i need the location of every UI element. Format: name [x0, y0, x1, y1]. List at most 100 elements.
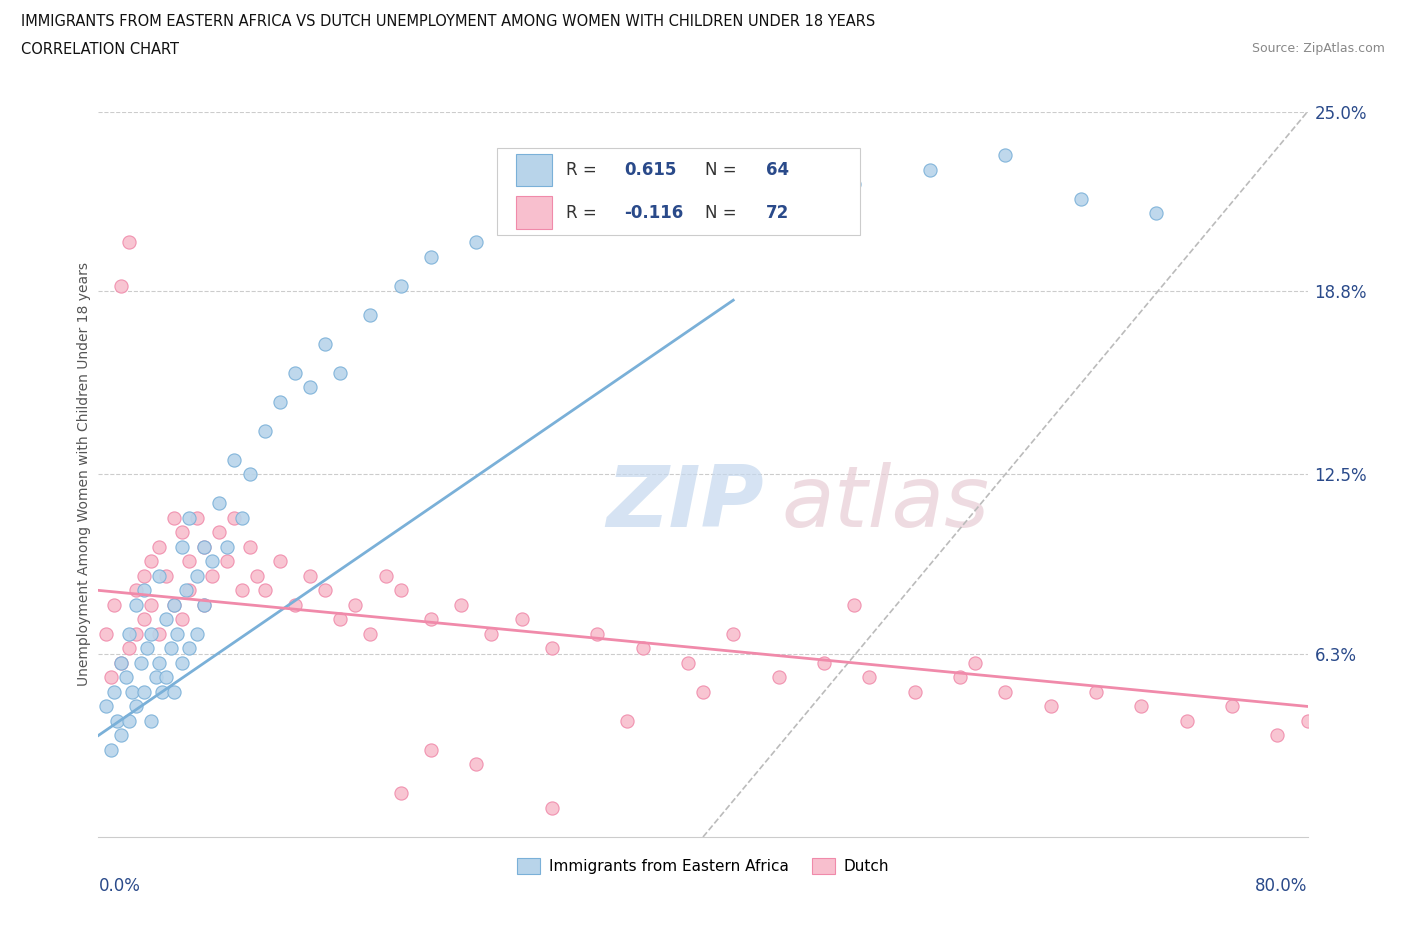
Point — [1146, 206, 1168, 220]
Point — [193, 539, 215, 554]
Point — [1296, 713, 1319, 728]
Point — [208, 525, 231, 539]
Point — [163, 511, 186, 525]
Point — [179, 641, 201, 656]
Point — [118, 627, 141, 642]
Point — [110, 656, 132, 671]
Text: 64: 64 — [766, 161, 789, 179]
Point — [768, 670, 790, 684]
Point — [155, 670, 177, 684]
Point — [163, 597, 186, 612]
Point — [186, 511, 208, 525]
Point — [586, 627, 609, 642]
Point — [450, 597, 472, 612]
Text: atlas: atlas — [782, 462, 990, 545]
Point — [994, 684, 1017, 699]
Point — [1070, 192, 1092, 206]
Point — [160, 641, 183, 656]
Point — [329, 365, 352, 380]
Point — [299, 568, 322, 583]
Point — [118, 713, 141, 728]
Point — [540, 641, 562, 656]
FancyBboxPatch shape — [516, 196, 551, 229]
Point — [215, 539, 238, 554]
Point — [150, 684, 173, 699]
Point — [129, 656, 152, 671]
Point — [155, 568, 177, 583]
Point — [994, 148, 1017, 163]
Point — [616, 713, 638, 728]
Point — [170, 539, 193, 554]
Point — [125, 583, 148, 598]
Point — [125, 597, 148, 612]
Point — [132, 583, 155, 598]
Point — [314, 337, 336, 352]
Point — [360, 627, 382, 642]
Point — [141, 627, 163, 642]
Point — [510, 612, 533, 627]
Point — [179, 583, 201, 598]
Point — [118, 234, 141, 249]
Point — [118, 641, 141, 656]
Point — [174, 583, 197, 598]
Point — [193, 597, 215, 612]
Text: 72: 72 — [766, 204, 789, 221]
Point — [858, 670, 880, 684]
Text: R =: R = — [567, 204, 602, 221]
Text: R =: R = — [567, 161, 602, 179]
Text: CORRELATION CHART: CORRELATION CHART — [21, 42, 179, 57]
Point — [465, 757, 488, 772]
Point — [269, 554, 291, 569]
Point — [193, 597, 215, 612]
Point — [949, 670, 972, 684]
Point — [844, 597, 866, 612]
Point — [813, 656, 835, 671]
Point — [179, 554, 201, 569]
Point — [201, 554, 224, 569]
Point — [103, 597, 125, 612]
Point — [1220, 699, 1243, 714]
Point — [148, 539, 170, 554]
Point — [94, 627, 117, 642]
Point — [269, 394, 291, 409]
Y-axis label: Unemployment Among Women with Children Under 18 years: Unemployment Among Women with Children U… — [77, 262, 91, 686]
Point — [676, 656, 699, 671]
Point — [148, 627, 170, 642]
Point — [965, 656, 987, 671]
FancyBboxPatch shape — [498, 148, 860, 235]
Point — [389, 583, 412, 598]
Point — [141, 597, 163, 612]
Point — [481, 627, 503, 642]
Text: N =: N = — [706, 161, 742, 179]
Point — [1175, 713, 1198, 728]
Point — [132, 568, 155, 583]
Point — [420, 612, 443, 627]
Point — [692, 684, 714, 699]
Point — [201, 568, 224, 583]
Point — [329, 612, 352, 627]
Text: N =: N = — [706, 204, 742, 221]
Point — [163, 684, 186, 699]
Point — [125, 627, 148, 642]
Point — [100, 670, 122, 684]
Point — [114, 670, 136, 684]
Point — [844, 177, 866, 192]
Point — [135, 641, 157, 656]
Point — [389, 278, 412, 293]
Point — [170, 525, 193, 539]
Point — [186, 627, 208, 642]
Point — [631, 641, 654, 656]
Point — [389, 786, 412, 801]
Point — [420, 742, 443, 757]
Text: IMMIGRANTS FROM EASTERN AFRICA VS DUTCH UNEMPLOYMENT AMONG WOMEN WITH CHILDREN U: IMMIGRANTS FROM EASTERN AFRICA VS DUTCH … — [21, 14, 876, 29]
Text: 80.0%: 80.0% — [1256, 877, 1308, 895]
Point — [314, 583, 336, 598]
Point — [246, 568, 269, 583]
Point — [1130, 699, 1153, 714]
Text: Source: ZipAtlas.com: Source: ZipAtlas.com — [1251, 42, 1385, 55]
Point — [239, 539, 262, 554]
Point — [132, 684, 155, 699]
Point — [170, 656, 193, 671]
Point — [918, 162, 941, 177]
Text: 0.615: 0.615 — [624, 161, 676, 179]
